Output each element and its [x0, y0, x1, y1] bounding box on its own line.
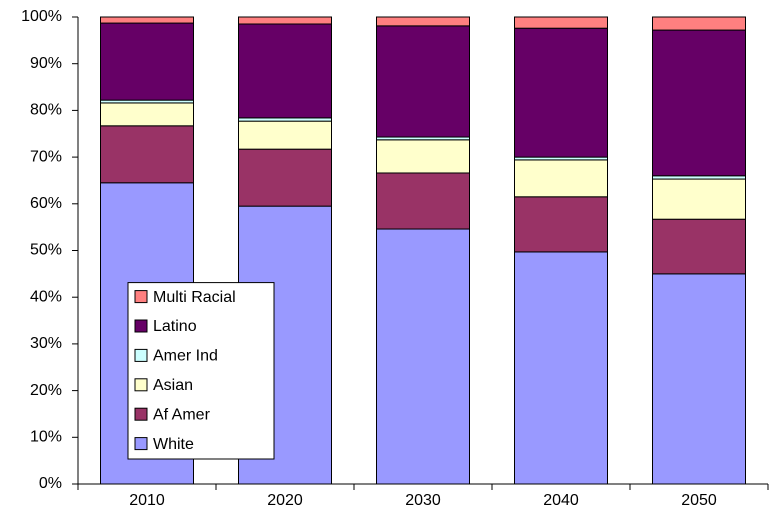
bar-segment — [100, 125, 194, 184]
legend-swatch — [134, 319, 148, 333]
bar-segment — [100, 102, 194, 127]
legend-swatch — [134, 378, 148, 392]
x-tick-label: 2030 — [405, 492, 441, 509]
legend-swatch — [134, 407, 148, 421]
bar-segment — [514, 251, 608, 485]
bar-segment — [652, 16, 746, 31]
bar-segment — [514, 196, 608, 253]
bar-segment — [652, 273, 746, 485]
bar-segment — [376, 139, 470, 174]
legend-swatch — [134, 437, 148, 451]
y-tick-label: 10% — [30, 429, 62, 446]
bar-segment — [100, 22, 194, 101]
x-tick-label: 2020 — [267, 492, 303, 509]
bar-segment — [238, 120, 332, 150]
y-tick-label: 40% — [30, 288, 62, 305]
y-tick-label: 50% — [30, 242, 62, 259]
legend-label: Amer Ind — [153, 348, 218, 365]
bar-segment — [376, 25, 470, 138]
y-tick-label: 80% — [30, 102, 62, 119]
bar-segment — [238, 148, 332, 207]
bar-segment — [100, 16, 194, 24]
y-tick-label: 0% — [39, 475, 62, 492]
bar-segment — [514, 16, 608, 29]
legend-label: Af Amer — [153, 406, 211, 423]
y-tick-label: 90% — [30, 55, 62, 72]
bar-segment — [376, 172, 470, 230]
y-tick-label: 30% — [30, 335, 62, 352]
x-tick-label: 2010 — [129, 492, 165, 509]
legend-swatch — [134, 290, 148, 304]
x-tick-label: 2050 — [681, 492, 717, 509]
y-tick-label: 60% — [30, 195, 62, 212]
bar-segment — [514, 27, 608, 158]
bar-segment — [652, 218, 746, 275]
legend-label: Multi Racial — [153, 289, 236, 306]
legend-box — [127, 282, 275, 460]
bar-segment — [376, 228, 470, 485]
bar-segment — [514, 159, 608, 198]
legend-label: Latino — [153, 318, 197, 335]
legend-label: White — [153, 436, 194, 453]
bar-segment — [652, 178, 746, 220]
bar-segment — [376, 16, 470, 27]
bar-segment — [238, 23, 332, 119]
x-tick-label: 2040 — [543, 492, 579, 509]
legend-swatch — [134, 348, 148, 362]
y-tick-label: 70% — [30, 148, 62, 165]
y-tick-label: 100% — [21, 8, 62, 25]
legend-label: Asian — [153, 377, 193, 394]
bar-segment — [652, 29, 746, 177]
y-tick-label: 20% — [30, 382, 62, 399]
bar-segment — [238, 16, 332, 25]
